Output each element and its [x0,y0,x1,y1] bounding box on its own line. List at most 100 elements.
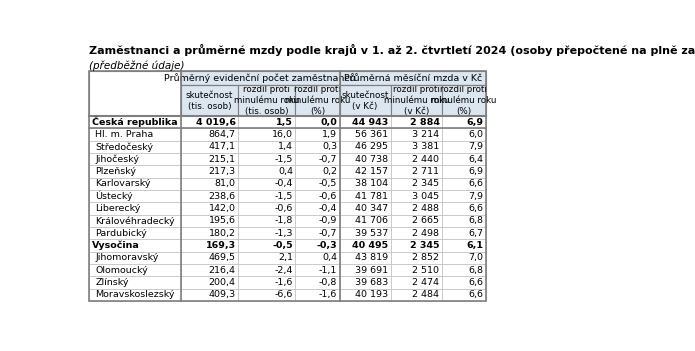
Text: -1,5: -1,5 [275,192,293,201]
Text: 864,7: 864,7 [208,130,236,139]
Bar [442,252,486,264]
Bar [391,141,442,153]
Text: 42 157: 42 157 [355,167,389,176]
Text: -1,3: -1,3 [275,229,293,238]
Text: 6,0: 6,0 [468,130,484,139]
Bar [340,264,391,276]
Text: Pardubický: Pardubický [95,229,147,238]
Text: Moravskoslezský: Moravskoslezský [95,290,175,299]
Bar [340,128,391,141]
Text: 7,0: 7,0 [468,253,484,262]
Text: Královéhradecký: Královéhradecký [95,216,175,225]
Text: 215,1: 215,1 [208,155,236,164]
Bar [238,128,295,141]
Text: -0,7: -0,7 [319,155,337,164]
Bar [442,116,486,128]
Bar [391,165,442,178]
Bar [89,264,181,276]
Text: Plzeňský: Plzeňský [95,167,136,176]
Bar [340,85,391,116]
Bar [340,252,391,264]
Bar [181,71,340,85]
Bar [340,71,486,85]
Bar [238,85,295,116]
Bar [238,141,295,153]
Text: 40 738: 40 738 [355,155,389,164]
Bar [391,264,442,276]
Text: Olomoucký: Olomoucký [95,266,148,274]
Bar [89,165,181,178]
Bar [340,239,391,252]
Text: 238,6: 238,6 [208,192,236,201]
Text: -0,6: -0,6 [319,192,337,201]
Text: 40 495: 40 495 [352,241,389,250]
Text: Průměrná měsíční mzda v Kč: Průměrná měsíční mzda v Kč [343,74,482,83]
Text: 44 943: 44 943 [352,118,389,127]
Text: -0,4: -0,4 [275,179,293,188]
Text: 2 484: 2 484 [413,290,439,299]
Text: -0,4: -0,4 [319,204,337,213]
Bar [89,289,181,301]
Bar [295,264,340,276]
Text: Vysočina: Vysočina [92,241,140,250]
Bar [295,128,340,141]
Text: -1,6: -1,6 [319,290,337,299]
Bar [391,214,442,227]
Bar [391,178,442,190]
Bar [340,190,391,202]
Text: rozdíl proti
minulému roku
(tis. osob): rozdíl proti minulému roku (tis. osob) [234,85,300,116]
Bar [340,165,391,178]
Text: Zaměstnanci a průměrné mzdy podle krajů v 1. až 2. čtvrtletí 2024 (osoby přepočt: Zaměstnanci a průměrné mzdy podle krajů … [89,44,695,56]
Bar [238,178,295,190]
Bar [238,165,295,178]
Bar [89,71,181,116]
Bar [391,239,442,252]
Text: Hl. m. Praha: Hl. m. Praha [95,130,154,139]
Bar [295,214,340,227]
Bar [89,141,181,153]
Bar [181,141,238,153]
Text: 16,0: 16,0 [272,130,293,139]
Bar [340,227,391,239]
Bar [295,252,340,264]
Bar [181,264,238,276]
Bar [181,227,238,239]
Bar [181,214,238,227]
Text: -1,1: -1,1 [319,266,337,274]
Bar [442,214,486,227]
Bar [295,116,340,128]
Bar [89,178,181,190]
Bar [391,227,442,239]
Bar [295,153,340,165]
Text: 195,6: 195,6 [208,216,236,225]
Text: Liberecký: Liberecký [95,204,141,213]
Bar [295,202,340,214]
Text: -0,8: -0,8 [319,278,337,287]
Text: 7,9: 7,9 [468,192,484,201]
Text: Jihočeský: Jihočeský [95,154,140,164]
Text: -0,9: -0,9 [319,216,337,225]
Bar [295,289,340,301]
Text: Česká republika: Česká republika [92,117,178,127]
Text: 41 706: 41 706 [355,216,389,225]
Text: 38 104: 38 104 [355,179,389,188]
Bar [89,190,181,202]
Text: 41 781: 41 781 [355,192,389,201]
Text: Zlínský: Zlínský [95,278,129,287]
Bar [340,289,391,301]
Text: rozdíl proti
minulému roku
(v Kč): rozdíl proti minulému roku (v Kč) [384,85,449,116]
Bar [391,289,442,301]
Text: Průměrný evidenční počet zaměstnanců: Průměrný evidenční počet zaměstnanců [164,73,356,83]
Bar [391,85,442,116]
Bar [181,289,238,301]
Bar [89,153,181,165]
Bar [238,116,295,128]
Text: Karlovarský: Karlovarský [95,179,151,188]
Bar [238,239,295,252]
Bar [181,178,238,190]
Text: -2,4: -2,4 [275,266,293,274]
Bar [89,252,181,264]
Bar [181,190,238,202]
Text: 469,5: 469,5 [208,253,236,262]
Text: -0,5: -0,5 [272,241,293,250]
